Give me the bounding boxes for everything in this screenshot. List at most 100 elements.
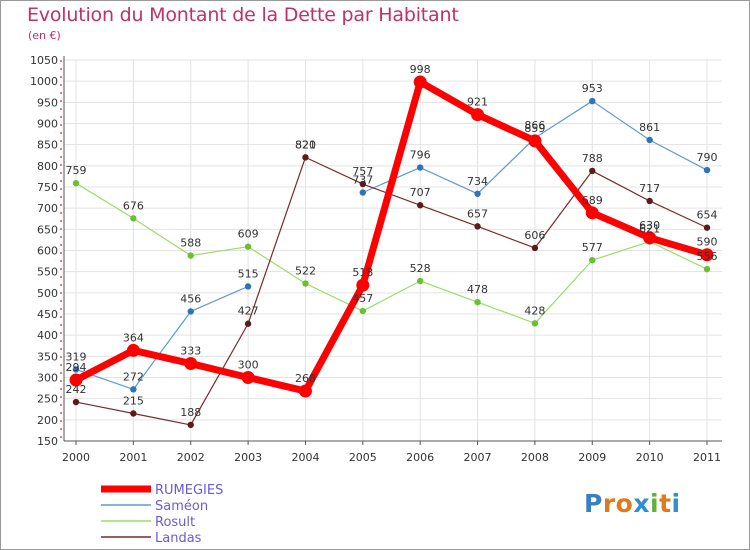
data-point xyxy=(703,166,711,174)
data-point xyxy=(72,179,80,187)
grid xyxy=(64,59,722,442)
series-rumegies xyxy=(69,75,714,398)
y-tick-label: 1050 xyxy=(30,54,58,67)
chart-title: Evolution du Montant de la Dette par Hab… xyxy=(27,4,459,26)
data-label: 788 xyxy=(582,152,603,165)
y-tick-label: 300 xyxy=(37,372,58,385)
data-label: 478 xyxy=(467,283,488,296)
x-tick-label: 2011 xyxy=(693,451,721,464)
data-label: 759 xyxy=(66,164,87,177)
data-label: 657 xyxy=(467,207,488,220)
x-tick-label: 2007 xyxy=(464,451,492,464)
data-point xyxy=(471,108,485,122)
x-tick-label: 2000 xyxy=(62,451,90,464)
data-label: 866 xyxy=(524,119,545,132)
x-tick-label: 2004 xyxy=(291,451,319,464)
x-tick-label: 2001 xyxy=(119,451,147,464)
data-point xyxy=(531,244,539,252)
data-label: 606 xyxy=(524,229,545,242)
data-label: 364 xyxy=(123,331,144,344)
data-point xyxy=(130,386,137,393)
logo-letter: x xyxy=(633,489,650,518)
y-tick-label: 200 xyxy=(37,414,58,427)
series-line xyxy=(75,182,708,324)
data-point xyxy=(359,189,367,196)
data-point xyxy=(244,320,252,327)
data-point xyxy=(474,223,481,230)
data-label: 188 xyxy=(180,406,201,419)
data-label: 300 xyxy=(238,359,259,372)
data-label: 518 xyxy=(352,266,373,279)
data-point xyxy=(359,180,367,188)
data-point xyxy=(416,202,424,209)
data-point xyxy=(356,278,370,292)
data-label: 515 xyxy=(238,267,259,280)
legend-label: RUMEGIES xyxy=(155,483,223,498)
logo-letter: t xyxy=(659,489,672,518)
data-label: 428 xyxy=(524,304,545,317)
data-label: 272 xyxy=(123,370,144,383)
logo-letter: P xyxy=(584,489,603,518)
data-point xyxy=(244,283,252,290)
data-point xyxy=(69,373,83,387)
proxiti-logo: Proxiti xyxy=(584,489,681,518)
data-label: 707 xyxy=(410,186,431,199)
x-tick-label: 2003 xyxy=(234,451,262,464)
data-label: 654 xyxy=(697,209,718,222)
data-label: 456 xyxy=(180,292,201,305)
data-point xyxy=(184,357,198,371)
data-point xyxy=(528,134,542,148)
data-point xyxy=(130,410,137,417)
data-point xyxy=(72,366,80,373)
legend-label: Rosult xyxy=(155,515,195,530)
legend-label: Saméon xyxy=(155,499,208,514)
x-tick-label: 2008 xyxy=(521,451,549,464)
data-label: 590 xyxy=(697,236,718,249)
y-tick-label: 550 xyxy=(37,266,58,279)
data-point xyxy=(643,231,657,245)
data-point xyxy=(531,320,539,327)
data-label: 457 xyxy=(352,292,373,305)
data-point xyxy=(302,280,309,287)
y-tick-label: 1000 xyxy=(30,75,58,88)
data-point xyxy=(187,308,194,315)
data-labels: 319 272 456 515 737 796 734 866 953 861 790 759 676 5… xyxy=(66,63,718,419)
y-tick-label: 950 xyxy=(37,96,58,109)
y-tick-label: 650 xyxy=(37,223,58,236)
data-label: 609 xyxy=(238,228,259,241)
y-tick-label: 750 xyxy=(37,181,58,194)
data-label: 921 xyxy=(467,96,488,109)
data-label: 757 xyxy=(352,165,373,178)
data-label: 621 xyxy=(639,223,660,236)
x-tick-label: 2010 xyxy=(636,451,664,464)
y-tick-label: 500 xyxy=(37,287,58,300)
x-tick-label: 2006 xyxy=(406,451,434,464)
data-label: 821 xyxy=(295,138,316,151)
data-point xyxy=(187,252,194,259)
logo-letter: i xyxy=(671,489,681,518)
data-label: 588 xyxy=(180,237,201,250)
data-label: 790 xyxy=(697,151,718,164)
data-point xyxy=(474,298,481,306)
x-tick-label: 2002 xyxy=(177,451,205,464)
data-label: 242 xyxy=(66,383,87,396)
data-label: 528 xyxy=(410,262,431,275)
data-label: 998 xyxy=(410,63,431,76)
data-label: 577 xyxy=(582,241,603,254)
data-point xyxy=(241,371,255,384)
data-point xyxy=(703,224,711,231)
data-label: 820 xyxy=(295,138,316,151)
data-point xyxy=(130,215,137,222)
data-label: 556 xyxy=(697,250,718,263)
data-point xyxy=(589,257,596,264)
data-label: 522 xyxy=(295,265,316,278)
data-point xyxy=(302,154,309,161)
data-point xyxy=(359,307,367,315)
data-point xyxy=(700,248,714,262)
data-point xyxy=(646,197,653,205)
x-tick-label: 2009 xyxy=(578,451,606,464)
data-point xyxy=(589,167,596,175)
logo-letter: o xyxy=(615,489,634,518)
